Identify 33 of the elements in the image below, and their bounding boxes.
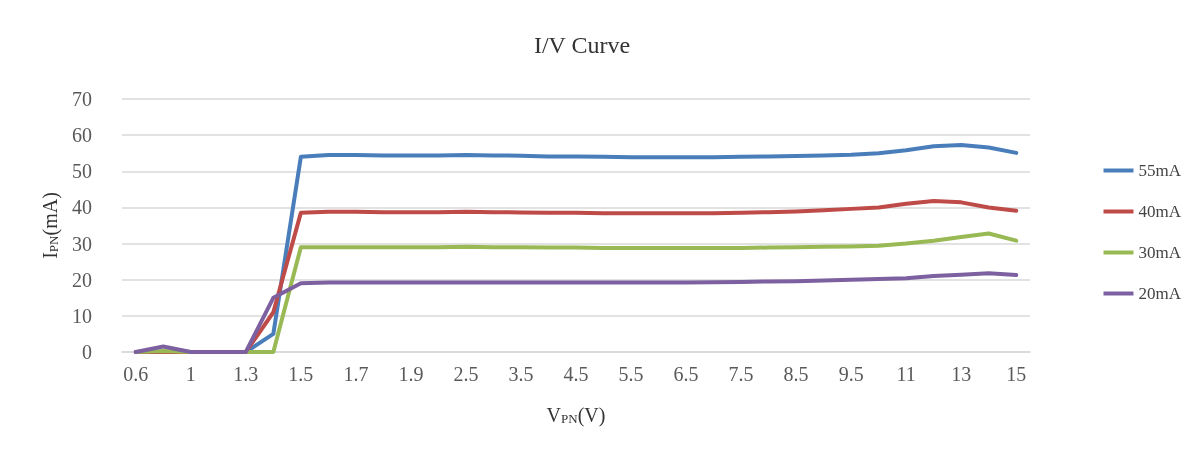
legend-label: 40mA bbox=[1138, 202, 1182, 221]
x-tick-label: 1.5 bbox=[288, 363, 314, 385]
y-tick-label: 20 bbox=[72, 268, 92, 291]
y-tick-label: 30 bbox=[72, 232, 92, 255]
x-tick-label: 7.5 bbox=[728, 363, 754, 385]
y-axis-title: IPN(mA) bbox=[38, 192, 62, 259]
y-tick-label: 10 bbox=[72, 304, 92, 327]
x-tick-label: 13 bbox=[951, 363, 972, 385]
line-series bbox=[133, 271, 1019, 354]
legend-label: 55mA bbox=[1138, 161, 1182, 180]
x-tick-label: 1.9 bbox=[398, 363, 424, 385]
x-tick-label: 11 bbox=[896, 363, 916, 385]
y-tick-label: 50 bbox=[72, 160, 92, 183]
x-tick-label: 2.5 bbox=[453, 363, 479, 385]
x-tick-label: 6.5 bbox=[673, 363, 699, 385]
legend-label: 30mA bbox=[1138, 243, 1182, 262]
legend-label: 20mA bbox=[1138, 284, 1182, 303]
x-tick-label: 9.5 bbox=[838, 363, 864, 385]
x-tick-label: 3.5 bbox=[508, 363, 534, 385]
y-tick-label: 60 bbox=[72, 124, 92, 147]
x-tick-label: 4.5 bbox=[563, 363, 589, 385]
x-tick-label: 0.6 bbox=[123, 363, 149, 385]
x-tick-label: 1 bbox=[185, 363, 196, 385]
x-tick-label: 1.3 bbox=[233, 363, 259, 385]
x-axis-title: VPN(V) bbox=[546, 403, 606, 427]
x-tick-label: 8.5 bbox=[783, 363, 809, 385]
y-tick-label: 70 bbox=[72, 88, 92, 110]
chart-title: I/V Curve bbox=[533, 32, 631, 58]
y-tick-label: 0 bbox=[82, 341, 92, 363]
x-tick-label: 5.5 bbox=[618, 363, 644, 385]
x-tick-label: 1.7 bbox=[343, 363, 369, 385]
y-tick-label: 40 bbox=[72, 196, 92, 219]
x-tick-label: 15 bbox=[1006, 363, 1027, 385]
